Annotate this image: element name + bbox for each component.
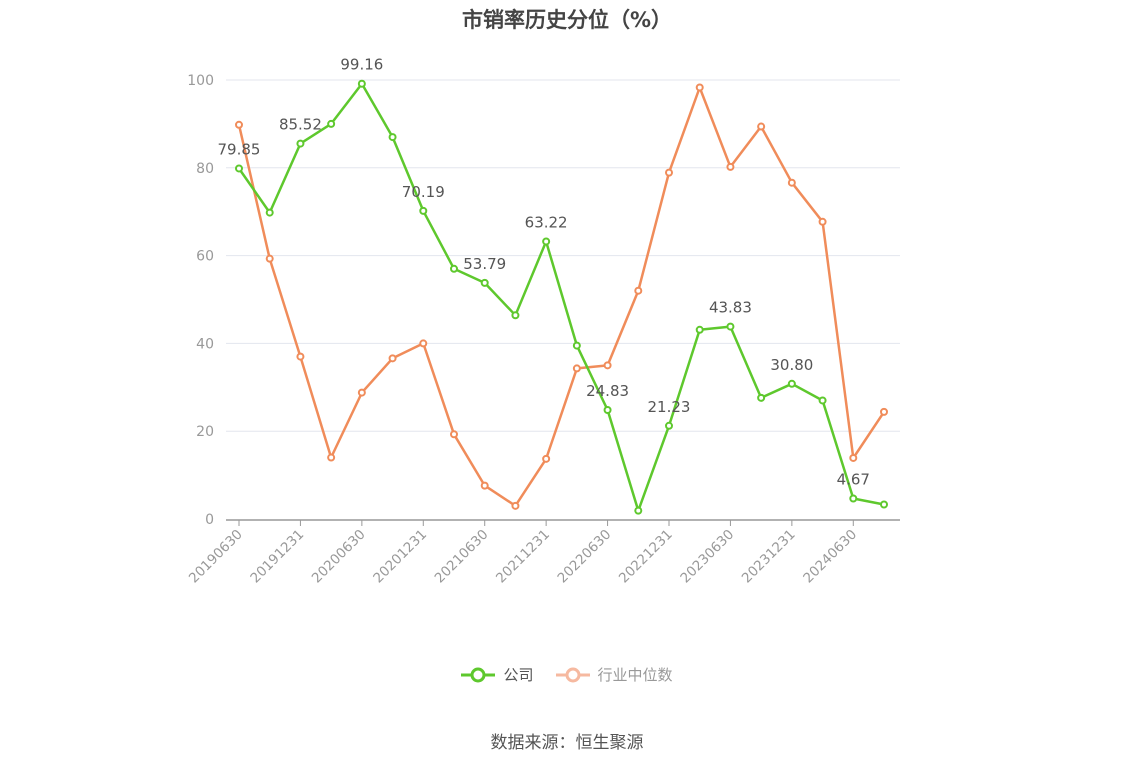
data-point-company [634,506,643,515]
data-point-industry [603,361,612,370]
data-label: 53.79 [463,255,506,273]
x-tick-label: 20231231 [739,527,799,587]
data-point-industry [849,453,858,462]
data-point-company [880,500,888,509]
data-point-company [419,206,428,215]
data-label: 63.22 [525,213,568,231]
chart-title: 市销率历史分位（%） [461,8,673,32]
data-point-company [542,237,551,246]
data-point-company [757,393,766,402]
y-tick-label: 60 [196,249,214,265]
legend-item-industry[interactable]: 行业中位数 [555,664,673,685]
data-label: 21.23 [648,398,691,416]
legend-item-company[interactable]: 公司 [461,664,534,685]
data-point-industry [450,430,458,439]
data-point-industry [665,168,673,177]
data-point-industry [695,83,704,92]
x-tick-label: 20220630 [554,527,614,587]
data-point-company [726,322,735,331]
data-point-company [818,396,827,405]
y-tick-label: 0 [205,512,214,528]
data-point-industry [388,354,397,363]
data-label: 79.85 [218,140,261,158]
data-point-company [357,79,366,88]
data-point-industry [880,407,888,416]
data-point-company [480,278,489,287]
y-tick-label: 80 [196,161,214,177]
data-point-industry [634,286,643,295]
data-point-company [787,379,796,388]
data-point-industry [419,339,428,348]
y-tick-label: 20 [196,424,214,440]
data-point-industry [265,254,274,263]
data-point-company [450,264,458,273]
legend-company-label: 公司 [503,666,534,684]
data-point-industry [511,501,520,510]
legend-industry-label: 行业中位数 [597,666,673,684]
legend: 公司 行业中位数 [0,664,1134,685]
data-point-company [665,421,673,430]
data-point-company [327,119,336,128]
x-tick-label: 20221231 [616,527,676,587]
data-label: 43.83 [709,299,752,317]
y-tick-label: 100 [187,73,214,89]
data-point-industry [357,388,366,397]
legend-industry-line-icon [555,667,590,682]
data-label: 24.83 [586,382,629,400]
data-point-industry [757,122,766,131]
data-label: 85.52 [279,116,322,134]
data-point-company [603,405,612,414]
data-point-company [296,139,305,148]
data-point-industry [480,481,489,490]
series-line-industry [237,86,886,508]
data-point-industry [818,217,827,226]
series-line-company [237,82,885,512]
data-label: 70.19 [402,183,445,201]
data-source: 数据来源：恒生聚源 [490,733,644,753]
data-point-company [849,494,858,503]
data-point-company [265,208,274,217]
x-tick-label: 20190630 [186,527,246,587]
data-point-industry [296,352,305,361]
data-label: 30.80 [770,356,813,374]
legend-company-line-icon [461,667,496,682]
x-tick-label: 20211231 [493,527,553,587]
data-point-industry [327,453,336,462]
x-tick-label: 20230630 [677,527,737,587]
x-tick-label: 20191231 [247,527,307,587]
data-point-company [511,311,520,320]
data-point-company [388,133,397,142]
y-tick-label: 40 [196,336,214,352]
data-point-industry [235,120,243,129]
x-tick-label: 20201231 [370,527,430,587]
data-point-company [572,341,581,350]
x-tick-label: 20240630 [800,527,860,587]
data-point-industry [726,162,735,171]
line-chart: 0 20 40 60 80 100 20190630 20191231 20200630 2020… [186,56,900,587]
data-point-industry [572,364,581,373]
x-tick-label: 20200630 [309,527,369,587]
data-point-industry [542,454,551,463]
data-point-company [695,325,704,334]
x-tick-label: 20210630 [432,527,492,587]
data-label: 99.16 [340,56,383,74]
data-label: 4.67 [837,470,870,488]
data-point-industry [787,178,796,187]
data-point-company [235,164,243,173]
